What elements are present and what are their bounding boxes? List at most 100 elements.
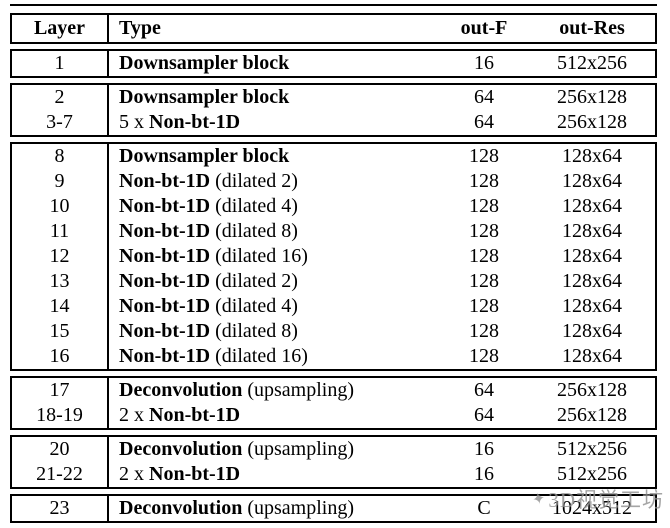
out-f-cell: 16 [474, 438, 494, 460]
table-row: 14 Non-bt-1D (dilated 4) 128 128x64 [12, 294, 655, 319]
layer-cell: 17 [12, 378, 109, 403]
table-row: 2 Downsampler block 64 256x128 [12, 85, 655, 110]
table-row: 3-7 5 x Non-bt-1D 64 256x128 [12, 110, 655, 135]
table-group: 2 Downsampler block 64 256x128 3-7 5 x Non-bt… [10, 83, 657, 137]
out-f-cell: 128 [469, 345, 499, 367]
table-row: 16 Non-bt-1D (dilated 16) 128 128x64 [12, 344, 655, 369]
out-f-cell: 16 [474, 463, 494, 485]
type-cell: Deconvolution (upsampling) [119, 497, 354, 519]
table-row: 11 Non-bt-1D (dilated 8) 128 128x64 [12, 219, 655, 244]
table-row: 8 Downsampler block 128 128x64 [12, 144, 655, 169]
out-res-cell: 512x256 [557, 438, 627, 460]
out-res-cell: 128x64 [562, 145, 622, 167]
type-cell: Non-bt-1D (dilated 2) [119, 170, 298, 192]
type-cell: Non-bt-1D (dilated 2) [119, 270, 298, 292]
type-cell: 2 x Non-bt-1D [119, 404, 241, 426]
architecture-table: Layer Type out-F out-Res 1 Downsampler bl… [10, 4, 657, 528]
table-row: 13 Non-bt-1D (dilated 2) 128 128x64 [12, 269, 655, 294]
type-cell: 5 x Non-bt-1D [119, 111, 241, 133]
layer-cell: 13 [12, 269, 109, 294]
out-res-cell: 128x64 [562, 320, 622, 342]
out-res-cell: 512x256 [557, 52, 627, 74]
layer-cell: 9 [12, 169, 109, 194]
layer-cell: 18-19 [12, 403, 109, 428]
type-cell: Non-bt-1D (dilated 8) [119, 220, 298, 242]
layer-cell: 11 [12, 219, 109, 244]
table-group: 8 Downsampler block 128 128x64 9 Non-bt-1D (d… [10, 142, 657, 371]
layer-cell: 21-22 [12, 462, 109, 487]
out-res-cell: 128x64 [562, 170, 622, 192]
out-f-cell: 64 [474, 111, 494, 133]
table-row: 18-19 2 x Non-bt-1D 64 256x128 [12, 403, 655, 428]
type-cell: Deconvolution (upsampling) [119, 379, 354, 401]
out-f-cell: 128 [469, 195, 499, 217]
out-res-cell: 256x128 [557, 379, 627, 401]
out-f-cell: 128 [469, 295, 499, 317]
layer-cell: 8 [12, 144, 109, 169]
layer-cell: 14 [12, 294, 109, 319]
type-cell: Non-bt-1D (dilated 8) [119, 320, 298, 342]
table-row: 15 Non-bt-1D (dilated 8) 128 128x64 [12, 319, 655, 344]
table-row: 1 Downsampler block 16 512x256 [12, 51, 655, 76]
out-f-cell: 128 [469, 170, 499, 192]
type-cell: Non-bt-1D (dilated 4) [119, 295, 298, 317]
out-f-cell: 128 [469, 245, 499, 267]
out-f-cell: 128 [469, 220, 499, 242]
layer-cell: 2 [12, 85, 109, 110]
header-type: Type [119, 17, 161, 39]
out-res-cell: 256x128 [557, 404, 627, 426]
out-res-cell: 128x64 [562, 345, 622, 367]
layer-cell: 16 [12, 344, 109, 369]
out-f-cell: 128 [469, 270, 499, 292]
out-f-cell: 128 [469, 145, 499, 167]
out-f-cell: C [477, 497, 491, 519]
type-cell: Downsampler block [119, 86, 290, 108]
type-cell: Non-bt-1D (dilated 16) [119, 245, 308, 267]
out-res-cell: 128x64 [562, 295, 622, 317]
table-body: 1 Downsampler block 16 512x256 2 Downsampler … [10, 49, 657, 523]
layer-cell: 12 [12, 244, 109, 269]
layer-cell: 1 [12, 51, 109, 76]
layer-cell: 15 [12, 319, 109, 344]
table-header-group: Layer Type out-F out-Res [10, 13, 657, 44]
layer-cell: 20 [12, 437, 109, 462]
table-row: 17 Deconvolution (upsampling) 64 256x128 [12, 378, 655, 403]
out-res-cell: 128x64 [562, 195, 622, 217]
table-row: 20 Deconvolution (upsampling) 16 512x256 [12, 437, 655, 462]
table-group: 1 Downsampler block 16 512x256 [10, 49, 657, 78]
out-res-cell: 256x128 [557, 111, 627, 133]
table-header-row: Layer Type out-F out-Res [12, 15, 655, 42]
header-out-res: out-Res [559, 17, 625, 39]
out-res-cell: 128x64 [562, 270, 622, 292]
out-res-cell: 128x64 [562, 245, 622, 267]
out-res-cell: 256x128 [557, 86, 627, 108]
table-row: 9 Non-bt-1D (dilated 2) 128 128x64 [12, 169, 655, 194]
type-cell: Non-bt-1D (dilated 16) [119, 345, 308, 367]
header-out-f: out-F [460, 17, 508, 39]
table-row: 21-22 2 x Non-bt-1D 16 512x256 [12, 462, 655, 487]
table-top-rule [10, 4, 657, 6]
header-layer: Layer [12, 15, 109, 42]
out-f-cell: 16 [474, 52, 494, 74]
type-cell: Downsampler block [119, 52, 290, 74]
layer-cell: 3-7 [12, 110, 109, 135]
out-f-cell: 64 [474, 86, 494, 108]
table-group: 20 Deconvolution (upsampling) 16 512x256 21-… [10, 435, 657, 489]
table-row: 10 Non-bt-1D (dilated 4) 128 128x64 [12, 194, 655, 219]
out-res-cell: 512x256 [557, 463, 627, 485]
out-f-cell: 128 [469, 320, 499, 342]
type-cell: 2 x Non-bt-1D [119, 463, 241, 485]
out-f-cell: 64 [474, 404, 494, 426]
table-group: 17 Deconvolution (upsampling) 64 256x128 18-… [10, 376, 657, 430]
table-group: 23 Deconvolution (upsampling) C 1024x512 [10, 494, 657, 523]
table-row: 12 Non-bt-1D (dilated 16) 128 128x64 [12, 244, 655, 269]
type-cell: Downsampler block [119, 145, 290, 167]
layer-cell: 23 [12, 496, 109, 521]
layer-cell: 10 [12, 194, 109, 219]
type-cell: Deconvolution (upsampling) [119, 438, 354, 460]
out-res-cell: 128x64 [562, 220, 622, 242]
table-row: 23 Deconvolution (upsampling) C 1024x512 [12, 496, 655, 521]
type-cell: Non-bt-1D (dilated 4) [119, 195, 298, 217]
out-res-cell: 1024x512 [552, 497, 632, 519]
out-f-cell: 64 [474, 379, 494, 401]
